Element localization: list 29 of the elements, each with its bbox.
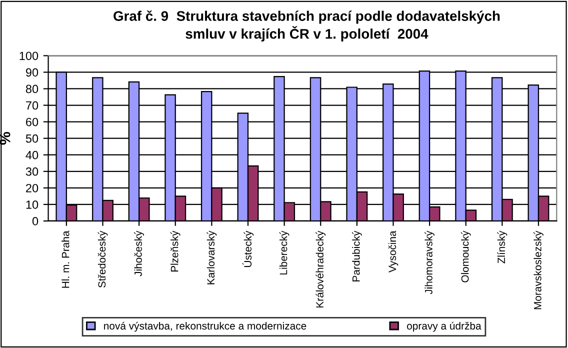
y-axis-title: % [0, 132, 10, 145]
y-tick-label: 50 [26, 134, 38, 143]
legend-label: opravy a údržba [407, 322, 482, 332]
y-tick-label: 20 [26, 184, 38, 192]
chart-title: Graf č. 9 Struktura stavebních prací podle dodavatelských smluv v krajích ČR v 1. pololetí 2004 [114, 10, 500, 42]
x-tick-label: Plzeňský [170, 230, 180, 272]
x-tick-label: Hl. m. Praha [62, 230, 70, 288]
y-tick-label: 60 [26, 118, 38, 126]
x-tick-label: Jihočeský [134, 230, 144, 276]
x-tick-label: Olomoucký [460, 230, 471, 282]
y-tick-label: 30 [26, 167, 38, 176]
y-tick-label: 70 [26, 101, 38, 110]
y-tick-label: 10 [26, 200, 38, 209]
legend-label: nová výstavba, rekonstrukce a modernizace [104, 322, 306, 332]
x-tick-label: Moravskoslezský [534, 230, 544, 310]
y-tick-label: 0 [32, 217, 38, 226]
x-tick-label: Vysočina [388, 230, 398, 273]
y-tick-label: 40 [26, 150, 38, 160]
x-tick-label: Ústecký [242, 230, 254, 267]
x-tick-label: Liberecký [279, 230, 290, 274]
x-tick-label: Středočeský [98, 230, 108, 288]
y-tick-label: 90 [26, 68, 38, 77]
x-tick-label: Karlovarský [206, 230, 217, 284]
x-tick-label: Jihomoravský [424, 230, 434, 294]
y-tick-label: 100 [20, 52, 38, 60]
y-tick-label: 80 [26, 84, 38, 94]
x-tick-label: Pardubický [352, 230, 362, 282]
x-tick-label: Královéhradecký [316, 230, 326, 308]
x-tick-label: Zlínský [497, 230, 508, 264]
